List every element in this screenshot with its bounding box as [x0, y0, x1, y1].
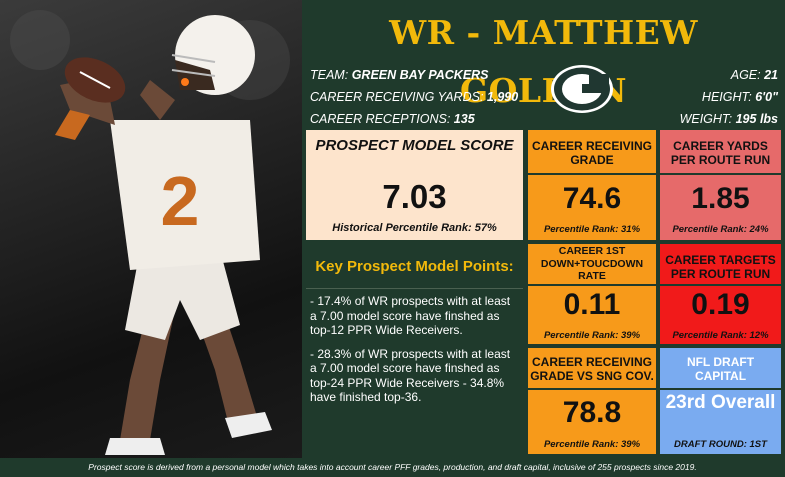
key-point: - 28.3% of WR prospects with at least a … — [310, 346, 511, 405]
divider — [528, 284, 656, 286]
stat-title: CAREER YARDS PER ROUTE RUN — [670, 139, 771, 167]
player-info-right: AGE: 21 HEIGHT: 6'0" WEIGHT: 195 lbs — [680, 64, 778, 130]
key-points-heading: Key Prospect Model Points: — [315, 258, 514, 275]
score-rank: Historical Percentile Rank: 57% — [332, 222, 497, 234]
footer-note: Prospect score is derived from a persona… — [0, 458, 785, 477]
stat-value: 23rd Overall — [665, 392, 776, 413]
divider — [528, 388, 656, 390]
divider — [660, 173, 781, 175]
stat-percentile: Percentile Rank: 12% — [672, 330, 769, 341]
packers-g-logo-icon — [549, 62, 615, 116]
stat-title: CAREER TARGETS PER ROUTE RUN — [665, 253, 776, 281]
svg-text:2: 2 — [161, 162, 200, 240]
stat-title: CAREER RECEIVING GRADE vs SNG COV. — [530, 355, 654, 383]
stat-value: 78.8 — [562, 396, 622, 429]
age-line: AGE: 21 — [730, 68, 778, 82]
stat-percentile: Percentile Rank: 24% — [672, 224, 769, 235]
stat-value: 74.6 — [562, 182, 622, 215]
stat-card-tprr: CAREER TARGETS PER ROUTE RUN 0.19 Percen… — [660, 244, 781, 344]
score-value: 7.03 — [382, 178, 447, 215]
stat-percentile: Percentile Rank: 39% — [543, 330, 641, 341]
player-info-left: TEAM: GREEN BAY PACKERS CAREER RECEIVING… — [310, 64, 518, 130]
key-point: - 17.4% of WR prospects with at least a … — [310, 294, 511, 337]
team-line: TEAM: GREEN BAY PACKERS — [310, 68, 489, 82]
receptions-line: CAREER RECEPTIONS: 135 — [310, 112, 475, 126]
stat-value: 1.85 — [691, 182, 750, 215]
divider — [660, 284, 781, 286]
stat-title: NFL DRAFT CAPITAL — [686, 355, 755, 383]
stat-card-sng-cov-grade: CAREER RECEIVING GRADE vs SNG COV. 78.8 … — [528, 348, 656, 454]
stat-percentile: DRAFT ROUND: 1ST — [674, 439, 767, 450]
yards-value: 1,990 — [486, 90, 519, 104]
stat-card-draft-capital: NFL DRAFT CAPITAL 23rd Overall DRAFT ROU… — [660, 348, 781, 454]
divider — [660, 388, 781, 390]
stat-value: 0.19 — [691, 288, 750, 321]
age-value: 21 — [764, 68, 778, 82]
weight-value: 195 lbs — [735, 112, 778, 126]
stat-card-receiving-grade: CAREER RECEIVING GRADE 74.6 Percentile R… — [528, 130, 656, 240]
stat-percentile: Percentile Rank: 39% — [543, 439, 641, 450]
yards-line: CAREER RECEIVING YARDS: 1,990 — [310, 90, 519, 104]
stat-card-yprr: CAREER YARDS PER ROUTE RUN 1.85 Percenti… — [660, 130, 781, 240]
page-title: WR - MATTHEW GOLDEN — [389, 13, 698, 110]
receptions-value: 135 — [453, 112, 475, 126]
key-points-divider — [306, 288, 523, 289]
player-photo: 2 — [0, 0, 302, 458]
team-value: GREEN BAY PACKERS — [351, 68, 489, 82]
height-value: 6'0" — [755, 90, 778, 104]
weight-line: WEIGHT: 195 lbs — [679, 112, 778, 126]
stat-title: CAREER RECEIVING GRADE — [531, 139, 653, 167]
score-title: PROSPECT MODEL SCORE — [315, 137, 514, 154]
key-points-list: - 17.4% of WR prospects with at least a … — [310, 294, 520, 414]
info-panel: WR - MATTHEW GOLDEN TEAM: GREEN BAY PACK… — [302, 0, 785, 458]
height-line: HEIGHT: 6'0" — [701, 90, 778, 104]
divider — [528, 173, 656, 175]
stat-card-first-down-td-rate: CAREER 1ST DOWN+TOUCDOWN RATE 0.11 Perce… — [528, 244, 656, 344]
stat-percentile: Percentile Rank: 31% — [543, 224, 641, 235]
prospect-score-card: PROSPECT MODEL SCORE 7.03 Historical Per… — [306, 130, 523, 240]
stat-title: CAREER 1ST DOWN+TOUCDOWN RATE — [540, 245, 644, 282]
stat-value: 0.11 — [563, 288, 621, 321]
